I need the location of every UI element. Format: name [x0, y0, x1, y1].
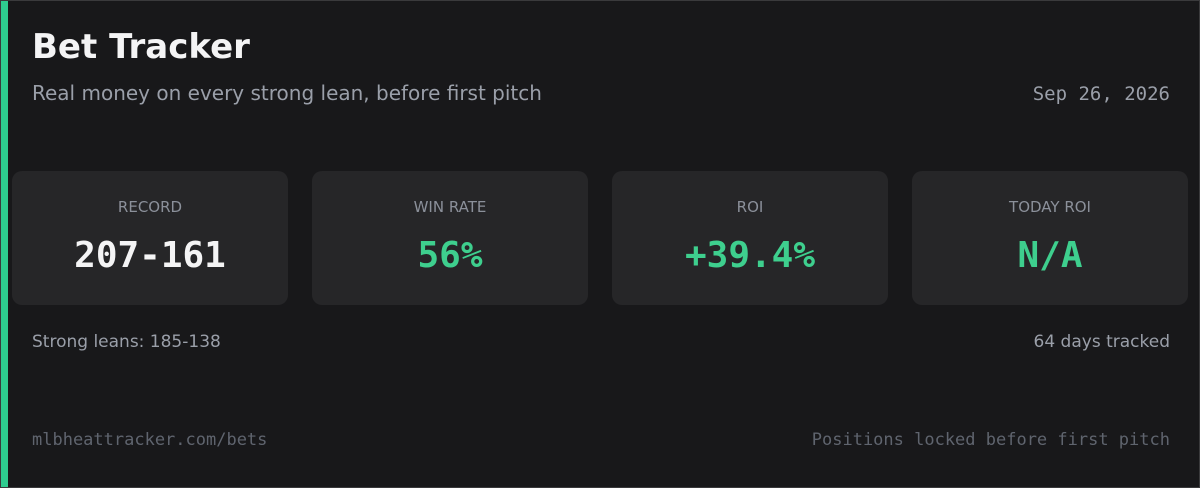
stat-label: RECORD [117, 198, 183, 216]
days-tracked: 64 days tracked [1033, 332, 1170, 352]
footer-url: mlbheattracker.com/bets [32, 430, 268, 450]
date: Sep 26, 2026 [1032, 83, 1170, 105]
stats-row: RECORD 207-161 WIN RATE 56% ROI +39.4% TODAY R… [12, 171, 1188, 305]
footer-note: Positions locked before first pitch [811, 430, 1170, 450]
stat-label: ROI [736, 198, 764, 216]
subtitle: Real money on every strong lean, before … [32, 81, 542, 105]
title: Bet Tracker [32, 27, 250, 67]
stat-card: ROI +39.4% [612, 171, 888, 305]
stat-label: WIN RATE [413, 198, 487, 216]
stat-label: TODAY ROI [1009, 198, 1091, 216]
stat-card: RECORD 207-161 [12, 171, 288, 305]
stat-value: 56% [417, 235, 483, 276]
stat-value: +39.4% [684, 235, 816, 276]
stat-value: N/A [1017, 235, 1083, 276]
accent-bar [1, 1, 8, 487]
stat-value: 207-161 [74, 235, 226, 276]
stat-card: WIN RATE 56% [312, 171, 588, 305]
stat-card: TODAY ROI N/A [912, 171, 1188, 305]
strong-leans: Strong leans: 185-138 [32, 332, 221, 352]
